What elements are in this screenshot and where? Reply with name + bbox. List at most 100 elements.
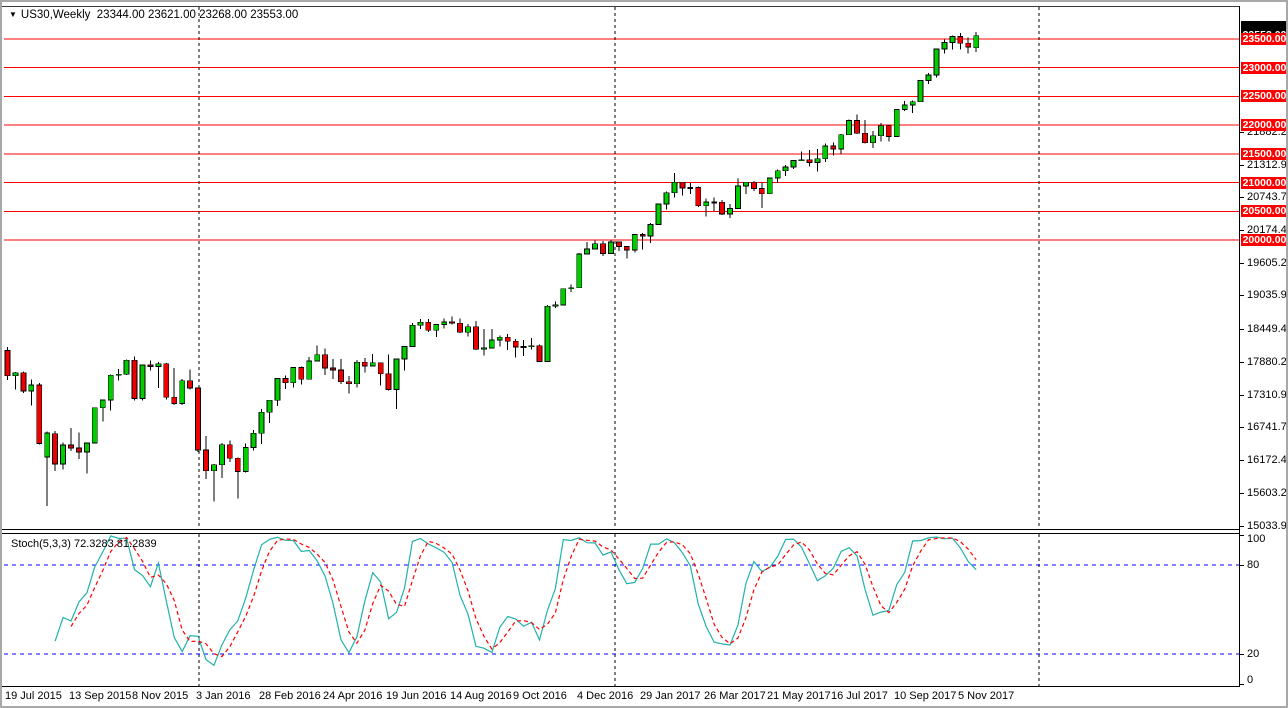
candle-body bbox=[631, 234, 638, 251]
candle-body bbox=[211, 464, 217, 472]
candle-body bbox=[274, 378, 281, 401]
candle-body bbox=[242, 447, 249, 472]
stoch-axis-label: 100 bbox=[1247, 533, 1266, 545]
price-axis-label: 16172.45 bbox=[1247, 454, 1287, 466]
candle-body bbox=[703, 201, 710, 207]
stoch-axis-label: 0 bbox=[1247, 674, 1254, 686]
price-axis-tick bbox=[1240, 132, 1244, 133]
price-axis[interactable]: 21882.2021312.9520743.7020174.4519605.20… bbox=[1239, 6, 1287, 687]
candle-body bbox=[393, 358, 400, 390]
candle-body bbox=[195, 387, 201, 451]
candle-body bbox=[536, 345, 543, 362]
candle-body bbox=[36, 384, 43, 444]
candle-body bbox=[639, 234, 646, 237]
candle-body bbox=[917, 80, 924, 103]
candle-body bbox=[885, 125, 892, 138]
candle-body bbox=[107, 374, 114, 401]
candle-body bbox=[84, 442, 90, 453]
candle-body bbox=[155, 363, 162, 368]
price-axis-label: 17310.95 bbox=[1247, 389, 1287, 401]
stoch-axis-tick bbox=[1240, 684, 1244, 685]
candle-body bbox=[901, 104, 908, 110]
candle-body bbox=[4, 349, 11, 377]
candle-body bbox=[973, 35, 980, 49]
date-label: 19 Jun 2016 bbox=[386, 690, 447, 702]
pane-separator-bottom bbox=[2, 533, 1286, 534]
candle-body bbox=[528, 345, 535, 348]
date-label: 5 Nov 2017 bbox=[958, 690, 1015, 702]
candle-body bbox=[687, 187, 694, 189]
candle-body bbox=[361, 361, 368, 367]
candle-body bbox=[76, 447, 82, 453]
candle-body bbox=[615, 241, 622, 247]
candle-body bbox=[949, 36, 956, 43]
time-axis[interactable]: 19 Jul 2015 13 Sep 2015 8 Nov 2015 3 Jan 20… bbox=[4, 688, 1286, 706]
candle-body bbox=[735, 185, 741, 209]
candle-body bbox=[369, 362, 376, 367]
candle-body bbox=[592, 243, 598, 250]
price-axis-tick bbox=[1240, 295, 1244, 296]
candle-body bbox=[28, 384, 35, 392]
symbol-period-label: US30,Weekly bbox=[20, 9, 91, 21]
price-axis-tick bbox=[1240, 427, 1244, 428]
candle-body bbox=[171, 396, 178, 404]
stoch-pane[interactable] bbox=[4, 2, 1239, 687]
date-label: 9 Oct 2016 bbox=[513, 690, 567, 702]
indicator-label: Stoch(5,3,3) 72.3283 81.2839 bbox=[11, 538, 157, 550]
price-axis-tick bbox=[1240, 329, 1244, 330]
date-label: 24 Apr 2016 bbox=[323, 690, 383, 702]
price-axis-label: 15033.95 bbox=[1247, 520, 1287, 532]
stoch-axis-tick bbox=[1240, 654, 1244, 655]
date-label: 4 Dec 2016 bbox=[577, 690, 634, 702]
candle-body bbox=[719, 201, 725, 215]
price-axis-tick bbox=[1240, 526, 1244, 527]
candle-body bbox=[250, 432, 257, 448]
date-label: 10 Sep 2017 bbox=[894, 690, 957, 702]
candle-body bbox=[91, 407, 98, 444]
candle-body bbox=[123, 359, 130, 375]
candle-body bbox=[727, 208, 733, 215]
candle-body bbox=[544, 305, 551, 362]
candle-body bbox=[290, 367, 297, 384]
candle-body bbox=[425, 321, 432, 331]
candle-body bbox=[465, 326, 471, 333]
candle-body bbox=[409, 324, 416, 347]
candle-body bbox=[957, 36, 964, 44]
date-label: 28 Feb 2016 bbox=[259, 690, 321, 702]
candle-body bbox=[750, 181, 757, 189]
price-axis-tick bbox=[1240, 165, 1244, 166]
main-chart-pane[interactable] bbox=[4, 2, 1239, 530]
price-axis-label: 20743.70 bbox=[1247, 191, 1287, 203]
chevron-down-icon[interactable]: ▼ bbox=[9, 10, 17, 19]
pane-bottom-border bbox=[2, 686, 1286, 687]
candle-body bbox=[433, 324, 440, 331]
candle-body bbox=[854, 120, 860, 134]
candle-body bbox=[941, 42, 948, 50]
candle-body bbox=[647, 224, 654, 237]
price-axis-label: 16741.70 bbox=[1247, 421, 1287, 433]
candle-body bbox=[147, 364, 154, 368]
pane-top-border bbox=[2, 6, 1286, 7]
candle-body bbox=[131, 359, 138, 399]
date-label: 29 Jan 2017 bbox=[640, 690, 701, 702]
date-label: 19 Jul 2015 bbox=[5, 690, 62, 702]
candle-body bbox=[965, 42, 972, 48]
candle-body bbox=[234, 457, 241, 472]
candle-body bbox=[20, 372, 27, 392]
candle-body bbox=[798, 159, 805, 162]
price-level-badge: 23500.00 bbox=[1241, 33, 1287, 45]
price-axis-label: 20174.45 bbox=[1247, 224, 1287, 236]
candle-body bbox=[814, 158, 821, 163]
chart-title: ▼ US30,Weekly 23344.00 23621.00 23268.00 … bbox=[9, 9, 298, 21]
price-axis-tick bbox=[1240, 493, 1244, 494]
candle-body bbox=[830, 145, 837, 150]
candle-body bbox=[552, 304, 559, 307]
candle-body bbox=[139, 364, 146, 399]
price-axis-tick bbox=[1240, 395, 1244, 396]
candle-body bbox=[266, 399, 273, 413]
price-level-badge: 21000.00 bbox=[1241, 177, 1287, 189]
price-level-badge: 22500.00 bbox=[1241, 90, 1287, 102]
candle-body bbox=[203, 449, 209, 472]
price-axis-label: 19605.20 bbox=[1247, 257, 1287, 269]
candle-body bbox=[679, 181, 686, 189]
